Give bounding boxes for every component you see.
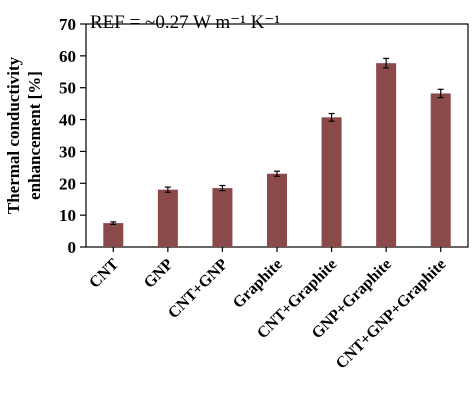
- bar-cnt-gnp-graphite: [430, 93, 451, 247]
- y-tick-label: 70: [59, 15, 76, 34]
- x-tick-label: Graphite: [230, 256, 286, 312]
- bar-cnt-graphite: [321, 117, 342, 247]
- y-axis-label-line1: Thermal conductivity: [4, 56, 23, 214]
- bar-gnp: [157, 189, 178, 247]
- x-tick-label: CNT: [86, 256, 122, 292]
- x-tick-label: CNT+GNP: [165, 256, 231, 322]
- bar-gnp-graphite: [376, 63, 397, 248]
- y-tick-label: 50: [59, 79, 76, 98]
- bar-graphite: [267, 173, 287, 247]
- x-tick-label: CNT+GNP+Graphite: [333, 256, 450, 373]
- y-tick-label: 10: [59, 206, 76, 225]
- y-tick-label: 30: [59, 142, 76, 161]
- bar-cnt: [103, 223, 124, 247]
- x-tick-label: GNP: [141, 256, 177, 292]
- y-tick-label: 20: [59, 174, 76, 193]
- y-tick-label: 60: [59, 47, 76, 66]
- y-tick-label: 0: [68, 238, 77, 257]
- bar-cnt-gnp: [212, 188, 233, 247]
- y-axis-label-line2: enhancement [%]: [25, 71, 44, 200]
- reference-annotation: REF = ~0.27 W m⁻¹ K⁻¹: [90, 12, 280, 33]
- y-tick-label: 40: [59, 111, 76, 130]
